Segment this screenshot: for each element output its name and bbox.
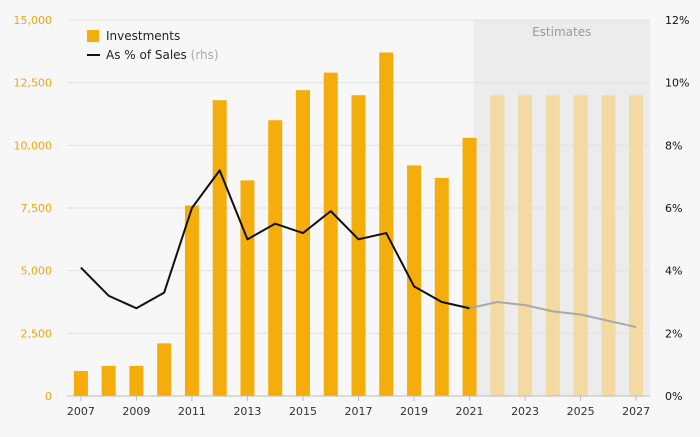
left-axis-tick-label: 15,000 [14,14,53,27]
pct-sales-line-estimate [469,301,637,329]
x-axis-tick-label: 2013 [233,405,261,418]
investment-bar [73,370,88,396]
investment-bar [379,52,394,396]
investment-bar [184,205,199,396]
investment-bar-estimate [518,95,533,396]
right-axis-tick-label: 0% [665,390,682,403]
investment-bar [240,180,255,396]
right-axis-tick-label: 12% [665,14,689,27]
x-axis-tick-label: 2023 [511,405,539,418]
x-axis-tick-label: 2021 [456,405,484,418]
investment-bar-estimate [573,95,588,396]
left-axis-tick-label: 7,500 [21,202,53,215]
right-axis-tick-label: 4% [665,265,682,278]
legend-investments-label: Investments [106,29,180,43]
left-axis-tick-label: 10,000 [14,139,53,152]
right-axis-tick-label: 2% [665,327,682,340]
estimates-label: Estimates [532,25,591,39]
legend-pct-sales-label: As % of Sales (rhs) [106,48,219,62]
investment-bar-estimate [629,95,644,396]
investment-bar [295,90,310,396]
x-axis-tick-label: 2015 [289,405,317,418]
investment-bar-estimate [490,95,505,396]
left-axis-tick-label: 12,500 [14,77,53,90]
investment-bar [101,365,116,396]
x-axis-tick-label: 2009 [122,405,150,418]
x-axis-tick-label: 2011 [178,405,206,418]
investment-bar [212,100,227,397]
x-axis-tick-label: 2019 [400,405,428,418]
investment-bar [351,95,366,396]
x-axis-tick-label: 2017 [345,405,373,418]
investment-bar [157,343,172,396]
right-axis-tick-label: 10% [665,77,689,90]
x-axis-tick-label: 2025 [567,405,595,418]
investment-bar [129,365,144,396]
legend-investments-swatch [87,30,99,42]
legend-pct-sales-text: As % of Sales [106,48,191,62]
left-axis-tick-label: 0 [45,390,52,403]
right-axis-tick-label: 6% [665,202,682,215]
x-axis-tick-label: 2027 [622,405,650,418]
investment-bar [268,120,283,397]
investment-bar-estimate [601,95,616,396]
pct-sales-line [80,169,470,310]
investment-bar [434,177,449,396]
investment-bar [323,72,338,396]
left-axis-tick-label: 2,500 [21,327,53,340]
investment-bar [407,165,422,396]
right-axis-tick-label: 8% [665,139,682,152]
investment-bar-estimate [545,95,560,396]
investment-bar [462,137,477,396]
x-axis-tick-label: 2007 [67,405,95,418]
legend-rhs-note: (rhs) [191,48,219,62]
left-axis-tick-label: 5,000 [21,265,53,278]
